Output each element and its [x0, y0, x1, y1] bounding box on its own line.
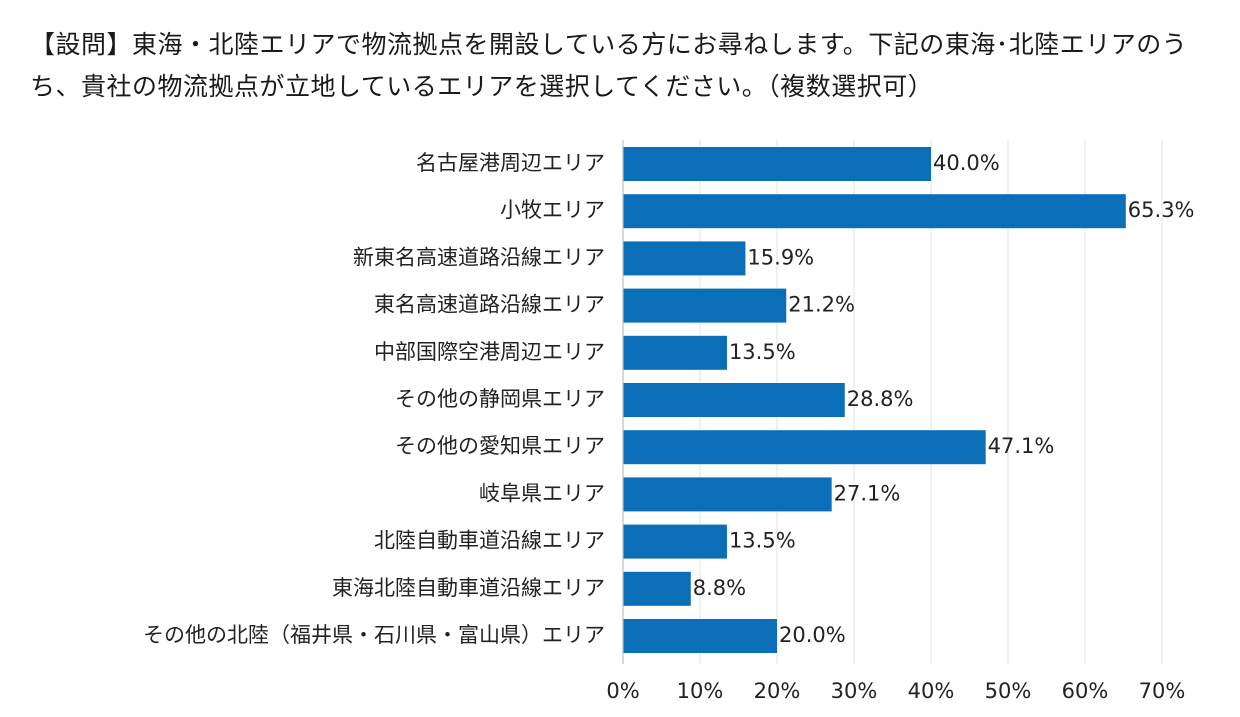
x-tick-label: 70%: [1139, 679, 1186, 703]
data-label: 47.1%: [988, 434, 1055, 458]
data-label: 20.0%: [779, 623, 846, 647]
category-label: その他の静岡県エリア: [395, 387, 605, 411]
x-tick-label: 50%: [985, 679, 1032, 703]
x-tick-label: 60%: [1062, 679, 1109, 703]
x-tick-label: 0%: [606, 679, 639, 703]
category-label: 東海北陸自動車道沿線エリア: [332, 576, 605, 600]
bar: [623, 383, 845, 417]
bar: [623, 524, 727, 559]
bar: [623, 619, 777, 653]
category-label: 北陸自動車道沿線エリア: [374, 529, 605, 553]
data-label: 65.3%: [1128, 198, 1195, 222]
data-label: 8.8%: [693, 576, 746, 600]
bar: [623, 477, 832, 512]
x-tick-label: 40%: [908, 679, 955, 703]
x-tick-label: 20%: [754, 679, 801, 703]
category-label: その他の北陸（福井県・石川県・富山県）エリア: [143, 623, 605, 647]
data-label: 40.0%: [933, 151, 1000, 175]
data-label: 28.8%: [847, 387, 914, 411]
x-tick-label: 30%: [831, 679, 878, 703]
category-label: 中部国際空港周辺エリア: [374, 340, 605, 364]
bar: [623, 288, 787, 323]
data-label: 15.9%: [747, 245, 814, 269]
data-label: 13.5%: [729, 340, 796, 364]
bar: [623, 147, 931, 181]
category-label: 岐阜県エリア: [479, 481, 605, 505]
bar: [623, 430, 986, 465]
bar: [623, 335, 727, 370]
data-label: 27.1%: [834, 481, 901, 505]
x-tick-label: 10%: [677, 679, 724, 703]
bar: [623, 571, 691, 606]
category-label: 東名高速道路沿線エリア: [374, 293, 605, 317]
category-label: 名古屋港周辺エリア: [416, 151, 605, 175]
category-label: 小牧エリア: [500, 198, 605, 222]
data-label: 13.5%: [729, 529, 796, 553]
chart-title: 【設問】東海・北陸エリアで物流拠点を開設している方にお尋ねします。下記の東海･北…: [30, 30, 1188, 101]
bar: [623, 194, 1126, 229]
data-label: 21.2%: [788, 293, 855, 317]
category-label: その他の愛知県エリア: [395, 434, 605, 458]
bar: [623, 241, 746, 276]
category-label: 新東名高速道路沿線エリア: [353, 245, 605, 269]
